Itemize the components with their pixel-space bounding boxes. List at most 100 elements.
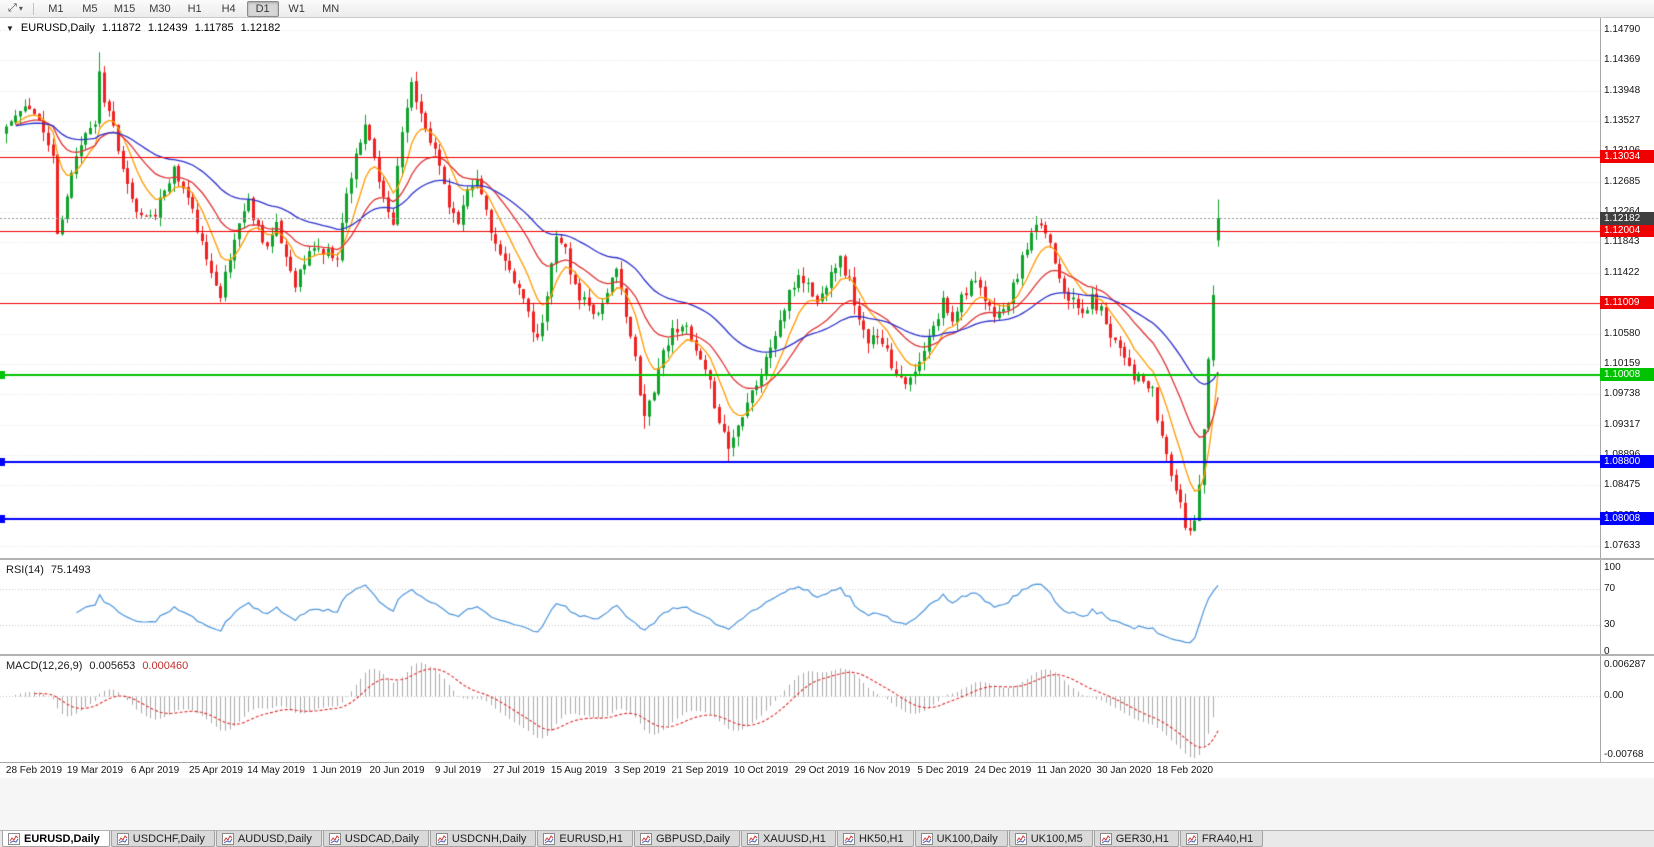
chart-tab-usdcad-daily[interactable]: USDCAD,Daily: [322, 831, 429, 847]
ohlc-close: 1.12182: [240, 22, 281, 34]
rsi-axis-label: 70: [1604, 583, 1616, 594]
toolbar: ⤢ ▾ M1 M5 M15 M30 H1 H4 D1 W1 MN: [0, 0, 1654, 18]
chart-tab-label: USDCHF,Daily: [132, 832, 205, 845]
chart-symbol-label: EURUSD,Daily: [20, 22, 95, 34]
time-axis-label: 19 Mar 2019: [66, 765, 124, 776]
time-axis-label: 9 Jul 2019: [434, 765, 482, 776]
bid-price-tag: 1.12182: [1600, 212, 1654, 225]
rsi-axis-label: 0: [1604, 646, 1610, 657]
ohlc-low: 1.11785: [194, 22, 234, 34]
chart-tab-label: USDCAD,Daily: [344, 832, 419, 845]
price-axis-label: 1.09738: [1604, 388, 1641, 399]
timeframe-button-group: M1 M5 M15 M30 H1 H4 D1 W1 MN: [40, 0, 347, 17]
panel-splitter[interactable]: [0, 654, 1654, 656]
price-axis-label: 1.13948: [1604, 85, 1641, 96]
price-axis-label: 1.14790: [1604, 24, 1641, 35]
chart-tab-label: AUDUSD,Daily: [237, 832, 312, 845]
chart-tab-eurusd-daily[interactable]: EURUSD,Daily: [2, 831, 110, 847]
price-line-tag: 1.10008: [1600, 368, 1654, 381]
timeframe-button-h4[interactable]: H4: [221, 2, 236, 15]
chart-tool-button[interactable]: ⤢ ▾: [4, 1, 27, 16]
chart-tab-bar: EURUSD,Daily USDCHF,Daily AUDUSD,Daily USDC…: [0, 830, 1654, 847]
price-axis-label: 1.11843: [1604, 236, 1640, 247]
panel-splitter[interactable]: [0, 558, 1654, 560]
time-axis-label: 6 Apr 2019: [130, 765, 180, 776]
price-axis-label: 1.12685: [1604, 176, 1641, 187]
macd-axis-label: 0.006287: [1604, 659, 1646, 670]
chart-tab-label: UK100,Daily: [936, 832, 998, 845]
timeframe-button-h1[interactable]: H1: [187, 2, 202, 15]
chart-tab-fra40-h1[interactable]: FRA40,H1: [1179, 831, 1264, 847]
price-axis[interactable]: 1.147901.143691.139481.135271.131061.126…: [1600, 18, 1654, 762]
chart-tab-xauusd-h1[interactable]: XAUUSD,H1: [740, 831, 836, 847]
chart-tab-uk100-daily[interactable]: UK100,Daily: [914, 831, 1008, 847]
price-line-tag: 1.08008: [1600, 512, 1654, 525]
timeframe-button-m30[interactable]: M30: [149, 2, 171, 15]
timeframe-button-m15[interactable]: M15: [113, 2, 136, 15]
ohlc-high: 1.12439: [147, 22, 188, 34]
price-axis-border: [1600, 18, 1601, 762]
chart-tab-label: UK100,M5: [1030, 832, 1083, 845]
price-axis-label: 1.11422: [1604, 267, 1640, 278]
timeframe-button-w1[interactable]: W1: [288, 2, 305, 15]
timeframe-button-m1[interactable]: M1: [48, 2, 64, 15]
chart-tab-gbpusd-daily[interactable]: GBPUSD,Daily: [634, 831, 740, 847]
chart-tab-label: GBPUSD,Daily: [656, 832, 730, 845]
time-axis-label: 25 Apr 2019: [189, 765, 243, 776]
price-axis-label: 1.09317: [1604, 419, 1641, 430]
timeframe-button-m5[interactable]: M5: [82, 2, 98, 15]
time-axis[interactable]: 28 Feb 2019 19 Mar 2019 6 Apr 2019 25 Apr 2…: [0, 762, 1654, 778]
time-axis-label: 15 Aug 2019: [550, 765, 608, 776]
chart-tab-icon: [435, 832, 448, 845]
chart-tab-hk50-h1[interactable]: HK50,H1: [836, 831, 914, 847]
chart-tab-usdchf-daily[interactable]: USDCHF,Daily: [110, 831, 215, 847]
price-axis-label: 1.13527: [1604, 115, 1641, 126]
price-line-tag: 1.13034: [1600, 150, 1654, 163]
time-axis-label: 10 Oct 2019: [733, 765, 789, 776]
time-axis-label: 29 Oct 2019: [794, 765, 850, 776]
macd-axis-label: -0.00768: [1604, 749, 1644, 760]
time-axis-label: 11 Jan 2020: [1036, 765, 1092, 776]
chart-tab-label: XAUUSD,H1: [762, 832, 826, 845]
rsi-indicator-title: RSI(14) 75.1493: [6, 564, 91, 576]
price-axis-label: 1.08475: [1604, 479, 1641, 490]
chart-tab-icon: [640, 832, 652, 845]
price-line-tag: 1.11009: [1600, 296, 1654, 309]
timeframe-button-mn[interactable]: MN: [322, 2, 340, 15]
chart-tab-uk100-m5[interactable]: UK100,M5: [1008, 831, 1093, 847]
chart-tab-ger30-h1[interactable]: GER30,H1: [1093, 831, 1179, 847]
price-axis-label: 1.10159: [1604, 358, 1641, 369]
macd-indicator-title: MACD(12,26,9) 0.005653 0.000460: [6, 660, 188, 672]
chart-tab-icon: [1185, 832, 1198, 845]
chart-tab-label: USDCNH,Daily: [451, 832, 527, 845]
price-axis-label: 1.14369: [1604, 54, 1641, 65]
time-axis-label: 1 Jun 2019: [312, 765, 362, 776]
chart-tab-label: EURUSD,Daily: [24, 832, 100, 845]
time-axis-label: 20 Jun 2019: [369, 765, 425, 776]
chart-tab-icon: [1099, 832, 1112, 845]
price-axis-label: 1.12264: [1604, 206, 1640, 218]
macd-label: MACD(12,26,9): [6, 660, 83, 672]
chart-tab-audusd-daily[interactable]: AUDUSD,Daily: [215, 831, 322, 847]
rsi-axis-label: 30: [1604, 619, 1616, 630]
chart-tab-icon: [8, 832, 20, 845]
chart-tab-icon: [920, 832, 933, 845]
time-axis-label: 18 Feb 2020: [1156, 765, 1214, 776]
timeframe-button-d1[interactable]: D1: [246, 0, 279, 17]
chart-canvas[interactable]: [0, 18, 1600, 762]
chart-tab-label: FRA40,H1: [1201, 832, 1254, 845]
macd-signal-value: 0.000460: [142, 660, 189, 672]
chart-collapse-icon[interactable]: ▼: [6, 23, 14, 33]
chart-tab-icon: [116, 832, 129, 845]
chart-title: ▼ EURUSD,Daily 1.11872 1.12439 1.11785 1…: [6, 22, 280, 34]
time-axis-label: 16 Nov 2019: [853, 765, 911, 776]
chart-tab-label: EURUSD,H1: [559, 832, 623, 845]
chart-tab-usdcnh-daily[interactable]: USDCNH,Daily: [429, 831, 537, 847]
chart-area: 1.147901.143691.139481.135271.131061.126…: [0, 18, 1654, 778]
chart-tab-icon: [328, 832, 341, 845]
time-axis-label: 28 Feb 2019: [5, 765, 63, 776]
price-axis-label: 1.08896: [1604, 449, 1640, 461]
chart-tab-icon: [746, 832, 759, 845]
chart-tool-icon: ⤢: [8, 2, 17, 14]
chart-tab-eurusd-h1[interactable]: EURUSD,H1: [537, 831, 633, 847]
